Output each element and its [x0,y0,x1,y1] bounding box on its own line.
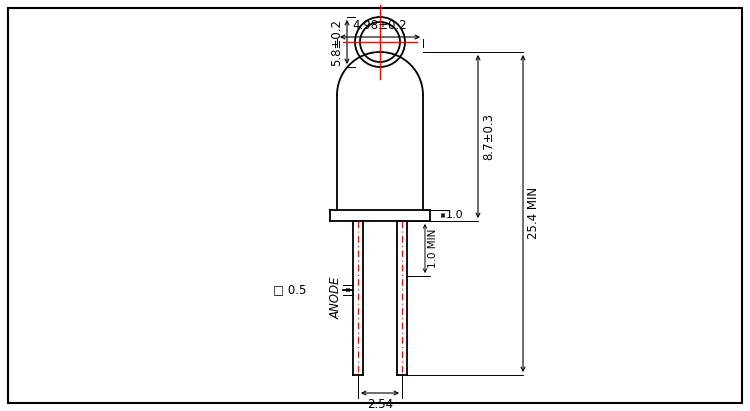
Text: 1.0 MIN: 1.0 MIN [428,229,438,268]
Text: 4.98±0.2: 4.98±0.2 [352,19,407,32]
Text: 8.7±0.3: 8.7±0.3 [482,113,495,159]
Text: 1.0: 1.0 [446,210,464,220]
Text: □ 0.5: □ 0.5 [273,284,306,296]
Text: ANODE: ANODE [329,277,343,319]
Text: 2.54: 2.54 [367,398,393,411]
Text: 25.4 MIN: 25.4 MIN [527,187,540,239]
Text: 5.8±0.2: 5.8±0.2 [330,18,343,65]
